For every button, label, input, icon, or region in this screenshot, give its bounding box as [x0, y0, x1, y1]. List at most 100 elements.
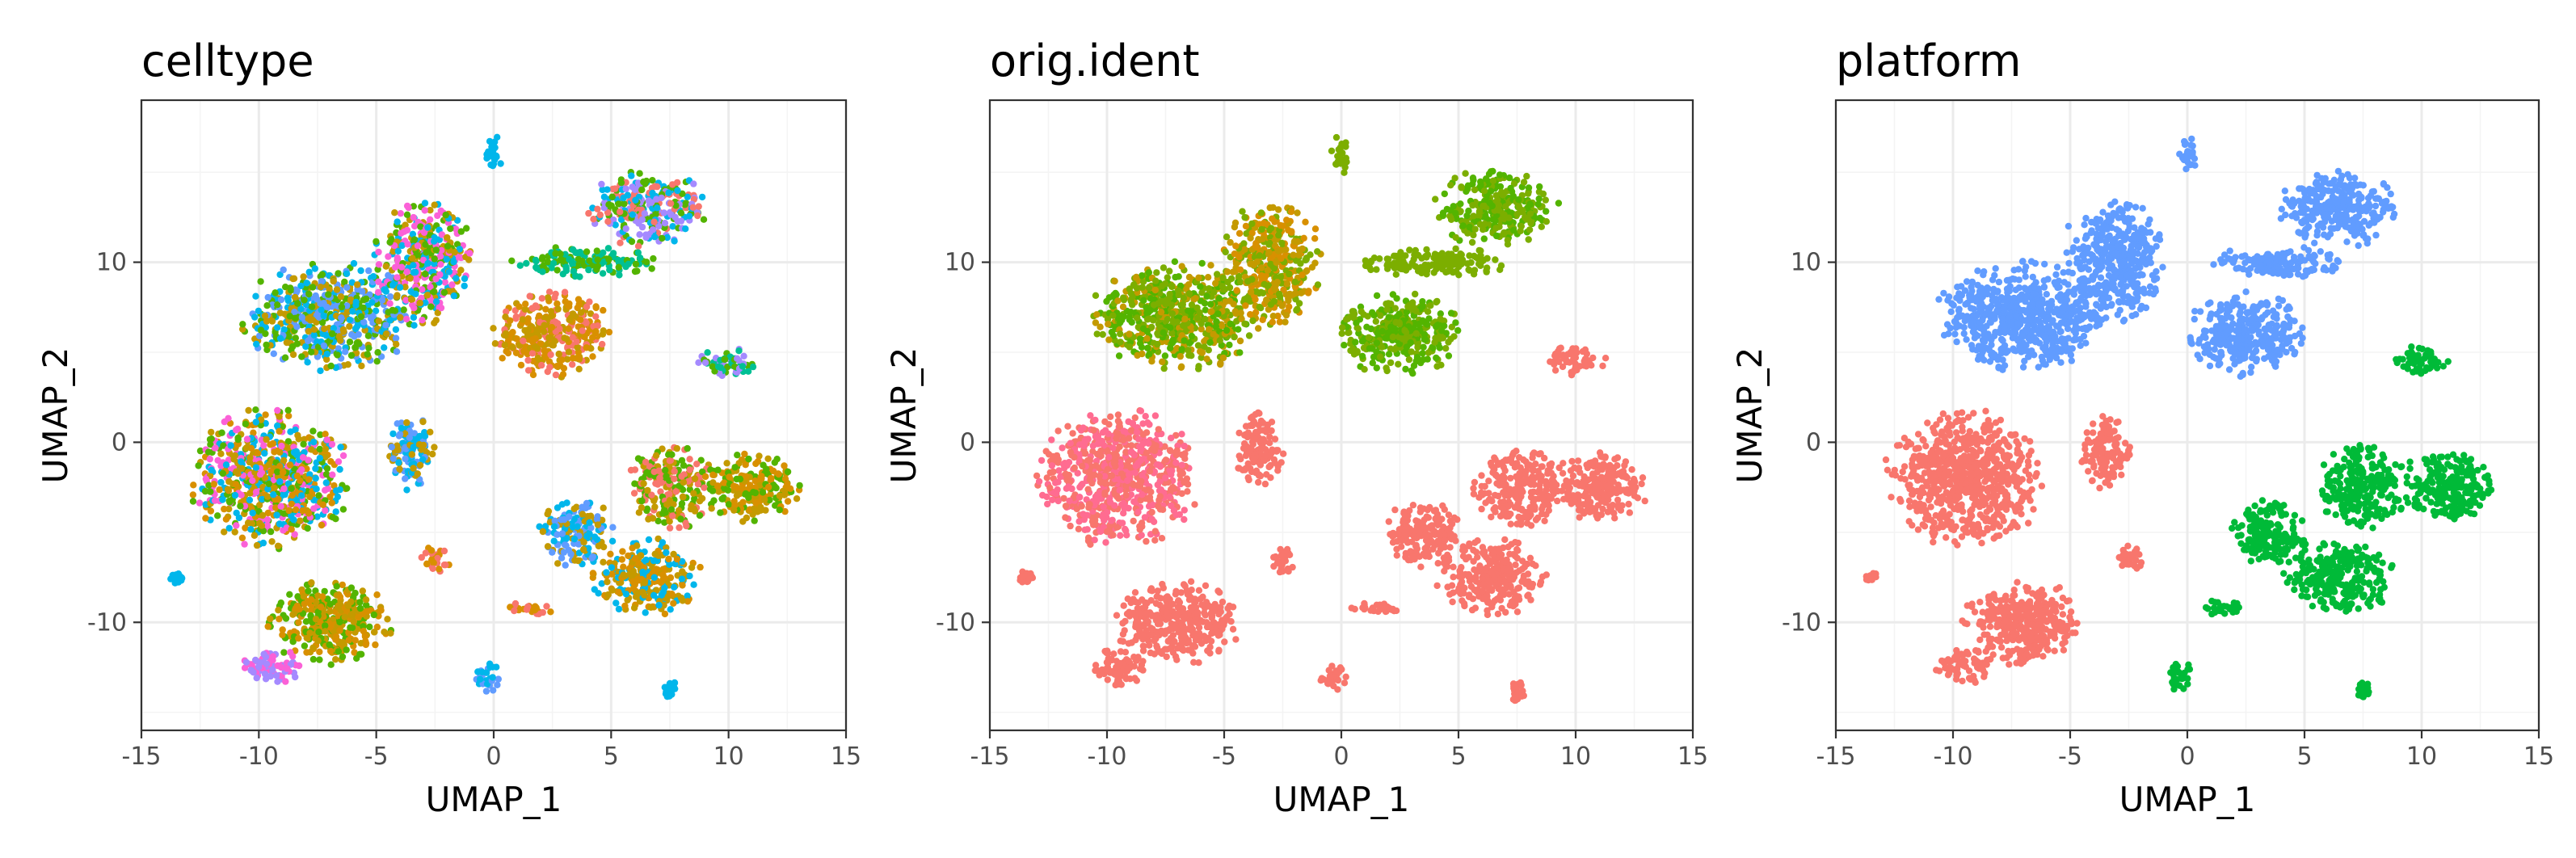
cell-point [410, 262, 417, 269]
cell-point [568, 259, 576, 266]
cell-point [739, 363, 747, 370]
cell-point [745, 494, 752, 502]
cell-point [718, 495, 726, 503]
cell-point [189, 491, 197, 498]
cell-point [504, 349, 512, 357]
cell-point [569, 524, 577, 531]
cell-point [219, 496, 226, 503]
cell-point [402, 455, 409, 463]
cell-point [673, 555, 681, 563]
cell-point [257, 326, 265, 334]
cell-point [292, 506, 300, 514]
cell-point [1155, 503, 1162, 510]
cell-point [690, 490, 697, 497]
cell-point [592, 328, 600, 335]
cell-point [555, 351, 562, 358]
cell-point [336, 627, 343, 634]
cell-point [265, 480, 272, 487]
cell-point [634, 455, 642, 462]
cell-point [421, 207, 428, 214]
cell-point [310, 326, 318, 333]
cell-point [676, 524, 683, 532]
cell-point [332, 636, 339, 643]
cell-point [238, 534, 246, 541]
cell-point [333, 583, 340, 590]
cell-point [276, 478, 284, 486]
cell-point [285, 507, 293, 515]
cell-point [634, 575, 642, 583]
cell-point [1098, 437, 1106, 445]
cell-point [356, 650, 364, 658]
cell-point [337, 337, 344, 344]
cell-point [305, 290, 313, 298]
cell-point [701, 473, 709, 481]
cell-point [690, 581, 697, 588]
cell-point [486, 663, 494, 671]
cell-point [671, 583, 678, 591]
cell-point [217, 450, 225, 457]
cell-point [406, 434, 413, 441]
panel-title: celltype [141, 36, 314, 86]
cell-point [698, 494, 706, 503]
cell-point [328, 499, 335, 507]
cell-point [419, 317, 426, 324]
cell-point [545, 334, 553, 342]
cell-point [274, 324, 281, 331]
cell-point [666, 490, 673, 498]
y-tick-label: 0 [112, 428, 127, 456]
cell-point [436, 566, 443, 573]
cell-point [269, 666, 276, 674]
cell-point [640, 178, 647, 186]
cell-point [299, 507, 306, 515]
cell-point [1084, 486, 1092, 493]
cell-point [398, 263, 406, 271]
cell-point [314, 637, 322, 645]
cell-point [1176, 511, 1184, 518]
cell-point [674, 187, 681, 195]
cell-point [323, 351, 330, 358]
cell-point [665, 555, 672, 563]
cell-point [538, 295, 545, 302]
cell-point [524, 367, 532, 374]
cell-point [322, 453, 329, 461]
cell-point [440, 547, 448, 555]
cell-point [289, 351, 297, 359]
cell-point [315, 629, 322, 636]
cell-point [349, 308, 356, 315]
cell-point [522, 301, 529, 308]
cell-point [394, 446, 402, 454]
cell-point [325, 291, 332, 298]
cell-point [400, 306, 407, 313]
cell-point [381, 344, 388, 351]
cell-point [730, 507, 738, 514]
cell-point [668, 451, 676, 458]
cell-point [624, 596, 631, 604]
cell-point [663, 473, 670, 480]
cell-point [409, 254, 416, 262]
cell-point [301, 297, 308, 304]
cell-point [312, 465, 319, 473]
x-tick-label: 5 [604, 742, 619, 771]
cell-point [1054, 427, 1062, 435]
cell-point [351, 325, 360, 333]
cell-point [502, 313, 509, 321]
cell-point [554, 320, 562, 327]
cell-point [242, 444, 250, 452]
cell-point [368, 299, 376, 306]
cell-point [219, 469, 226, 477]
cell-point [489, 674, 496, 681]
cell-point [274, 422, 281, 430]
cell-point [430, 288, 438, 296]
cell-point [305, 510, 313, 517]
cell-point [708, 505, 715, 512]
cell-point [654, 204, 661, 212]
cell-point [1147, 454, 1154, 461]
cell-point [416, 299, 423, 307]
cell-point [569, 246, 577, 254]
cell-point [265, 461, 273, 469]
cell-point [461, 275, 469, 283]
cell-point [305, 337, 312, 345]
cell-point [1131, 469, 1139, 477]
cell-point [290, 516, 297, 524]
cell-point [277, 663, 285, 671]
